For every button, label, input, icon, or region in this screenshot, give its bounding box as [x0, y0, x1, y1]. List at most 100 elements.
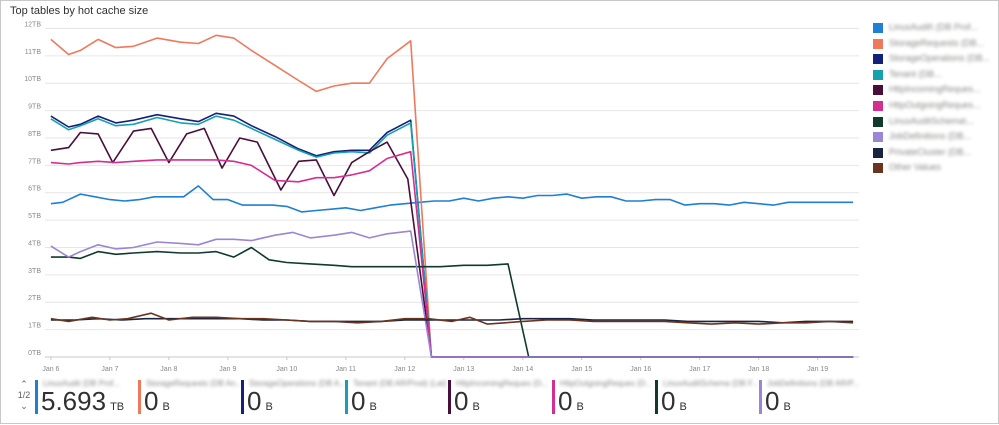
- metric-unit: B: [162, 401, 170, 413]
- metric-number: 0: [558, 386, 573, 416]
- metric-number: 0: [661, 386, 676, 416]
- metric-number: 5.693: [41, 386, 107, 416]
- y-tick-label: 9TB: [28, 104, 41, 111]
- metric-name: JobDefinitions (DB AR/P...: [767, 379, 860, 388]
- metric-color-bar: [448, 380, 451, 414]
- metric-number: 0: [765, 386, 780, 416]
- legend-label: LinuxAudit\ (DB Prof...: [889, 22, 979, 32]
- legend-swatch: [873, 101, 883, 111]
- metric-unit: B: [472, 401, 480, 413]
- metric-unit: B: [783, 401, 791, 413]
- legend-label: StorageRequests (DB...: [889, 37, 985, 48]
- metric-name: LinuxAudit (DB Prof...: [43, 379, 120, 388]
- series-line-2: [50, 34, 854, 358]
- metric-tile[interactable]: JobDefinitions (DB AR/P... 0 B: [759, 378, 859, 418]
- x-tick-label: Jan 16: [630, 366, 651, 373]
- x-tick-label: Jan 6: [42, 366, 59, 373]
- metric-name: Tenant (DB AR/Prod) (Lat): [353, 379, 447, 388]
- legend-item[interactable]: Other Values: [873, 162, 983, 174]
- pager-label: 1/2: [17, 390, 31, 400]
- y-tick-label: 3TB: [28, 268, 41, 275]
- legend-item[interactable]: LinuxAudit\ (DB Prof...: [873, 22, 983, 34]
- y-tick-label: 7TB: [28, 158, 41, 165]
- metric-number: 0: [144, 386, 159, 416]
- legend-item[interactable]: StorageOperations (DB...: [873, 53, 990, 65]
- x-tick-label: Jan 11: [336, 366, 357, 373]
- legend-label: Tenant (DB...: [889, 68, 942, 79]
- legend-swatch: [873, 23, 883, 33]
- metric-tile[interactable]: LinuxAudit (DB Prof... 5.693 TB: [35, 378, 135, 418]
- metric-number: 0: [454, 386, 469, 416]
- legend-swatch: [873, 85, 883, 96]
- x-tick-label: Jan 9: [219, 366, 236, 373]
- series-line-3: [50, 112, 854, 358]
- pager[interactable]: ⌃ 1/2 ⌄: [17, 379, 31, 411]
- y-tick-label: 4TB: [28, 240, 41, 247]
- metric-unit: B: [369, 401, 377, 413]
- metric-tile[interactable]: LinuxAuditSchema (DB F... 0 B: [655, 378, 759, 418]
- x-tick-label: Jan 13: [453, 366, 474, 373]
- legend-label: HttpOutgoingReques...: [889, 100, 981, 110]
- y-tick-label: 0TB: [28, 350, 41, 357]
- metric-color-bar: [552, 380, 555, 414]
- metric-name: StorageRequests (DB An...: [146, 379, 243, 388]
- legend-swatch: [873, 132, 883, 143]
- legend-label: StorageOperations (DB...: [889, 53, 991, 64]
- metric-number: 0: [351, 386, 366, 416]
- metric-tile[interactable]: StorageRequests (DB An... 0 B: [138, 378, 242, 418]
- y-tick-label: 5TB: [28, 213, 41, 220]
- legend-item[interactable]: HttpIncomingReques...: [873, 84, 983, 96]
- metric-tile[interactable]: HttpIncomingReques (D... 0 B: [448, 378, 548, 418]
- legend-label: LinuxAuditSchema\...: [889, 115, 975, 126]
- legend-swatch: [873, 38, 883, 49]
- series-line-7: [50, 246, 854, 358]
- metric-tile[interactable]: Tenant (DB AR/Prod) (Lat) 0 B: [345, 378, 447, 418]
- legend-item[interactable]: PrivateCluster (DB...: [873, 147, 983, 159]
- legend-item[interactable]: Tenant (DB...: [873, 69, 983, 81]
- y-tick-label: 6TB: [28, 186, 41, 193]
- x-tick-label: Jan 19: [807, 366, 828, 373]
- legend-swatch: [873, 116, 883, 127]
- metric-color-bar: [655, 380, 658, 414]
- legend-item[interactable]: LinuxAuditSchema\...: [873, 116, 983, 128]
- pager-down-icon[interactable]: ⌄: [20, 401, 28, 411]
- metric-name: HttpIncomingReques (D...: [456, 379, 549, 388]
- y-tick-label: 8TB: [28, 131, 41, 138]
- metric-color-bar: [241, 380, 244, 414]
- pager-up-icon[interactable]: ⌃: [20, 379, 28, 389]
- legend-label: Other Values: [889, 162, 941, 173]
- metric-unit: TB: [110, 401, 125, 413]
- metric-unit: B: [679, 401, 687, 413]
- legend-label: PrivateCluster (DB...: [889, 146, 972, 157]
- legend-swatch: [873, 54, 883, 65]
- metric-tile[interactable]: HttpOutgoingReques (D... 0 B: [552, 378, 652, 418]
- legend-label: JobDefinitions (DB...: [889, 131, 972, 142]
- metric-name: LinuxAuditSchema (DB F...: [663, 379, 759, 388]
- metric-tile[interactable]: StorageOperations (DB A... 0 B: [241, 378, 346, 421]
- x-tick-label: Jan 8: [160, 366, 177, 373]
- legend-item[interactable]: StorageRequests (DB...: [873, 37, 985, 50]
- metric-unit: B: [265, 401, 273, 413]
- legend-item[interactable]: HttpOutgoingReques...: [873, 100, 983, 112]
- metric-value: 5.693 TB: [41, 387, 124, 421]
- metric-color-bar: [35, 380, 38, 414]
- x-tick-label: Jan 17: [689, 366, 710, 373]
- x-tick-label: Jan 12: [394, 366, 415, 373]
- metric-name: StorageOperations (DB A...: [249, 379, 346, 388]
- x-tick-label: Jan 10: [276, 366, 297, 373]
- series-line-10: [50, 312, 854, 325]
- series-line-5: [50, 127, 854, 358]
- series-line-8: [50, 230, 854, 358]
- legend-label: HttpIncomingReques...: [889, 84, 981, 95]
- legend-swatch: [873, 147, 883, 158]
- chart-title: Top tables by hot cache size: [10, 5, 149, 17]
- metric-color-bar: [138, 380, 141, 414]
- x-tick-label: Jan 15: [571, 366, 592, 373]
- series-line-6: [50, 150, 854, 358]
- legend-item[interactable]: JobDefinitions (DB...: [873, 131, 983, 143]
